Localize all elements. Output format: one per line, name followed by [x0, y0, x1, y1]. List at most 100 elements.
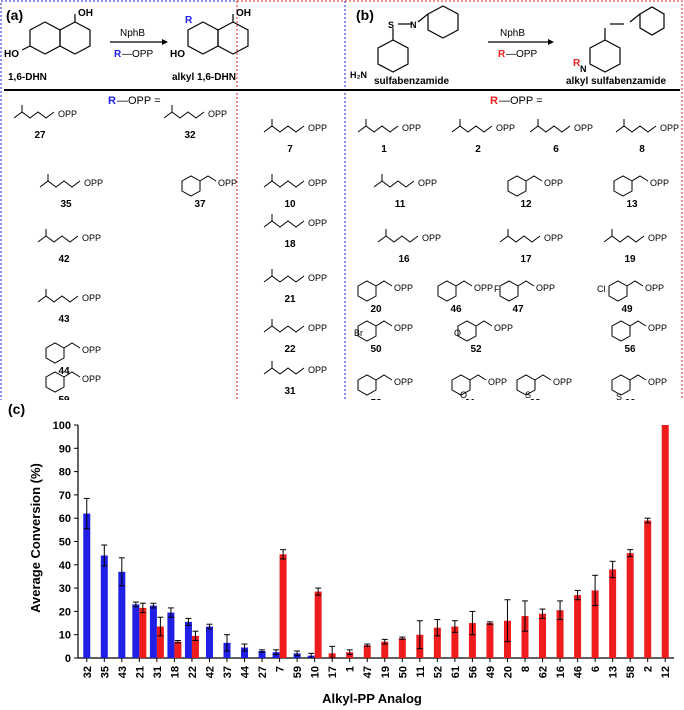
opp-label: OPP: [536, 283, 555, 293]
compound-17: OPP 17: [499, 229, 563, 265]
x-tick-label: 47: [362, 666, 374, 678]
product-b-n: N: [580, 64, 587, 74]
bar-red-47: [363, 645, 371, 658]
panel-a-frame: [0, 0, 346, 400]
compound-number: 17: [520, 254, 532, 265]
alkyl-opp-structures: OPP27OPP32OPP35OPP37OPP42OPP43OPP44OPP59…: [13, 105, 679, 400]
compound-number: 22: [284, 344, 296, 355]
x-tick-label: 50: [397, 666, 409, 678]
bar-red-16: [556, 610, 564, 658]
compound-number: 32: [184, 130, 196, 141]
heteroatom-label: S: [525, 390, 531, 400]
x-tick-label: 32: [82, 666, 94, 678]
bar-red-56: [468, 623, 476, 658]
compound-number: 31: [284, 386, 296, 397]
y-tick-label: 30: [59, 583, 71, 595]
compound-16: OPP 16: [377, 229, 441, 265]
opp-label: OPP: [308, 323, 327, 333]
x-tick-label: 35: [99, 666, 111, 678]
compound-number: 6: [553, 144, 559, 155]
x-tick-label: 8: [520, 666, 532, 672]
x-tick-label: 19: [380, 666, 392, 678]
compound-number: 12: [520, 199, 532, 210]
x-tick-label: 17: [327, 666, 339, 678]
b-nh2: H₂N: [350, 70, 367, 80]
opp-label: OPP: [208, 109, 227, 119]
dhn-oh: OH: [78, 8, 93, 19]
alkyl-sulfabenzamide-product: [589, 6, 665, 73]
compound-number: 47: [512, 304, 524, 315]
r-def-b-rest: —OPP =: [499, 95, 543, 107]
x-tick-label: 43: [117, 666, 129, 678]
x-tick-label: 44: [240, 665, 252, 678]
opp-label: OPP: [574, 123, 593, 133]
opp-label: OPP: [308, 178, 327, 188]
heteroatom-label: O: [460, 390, 467, 400]
compound-47: OPP 47: [499, 280, 555, 315]
x-axis-label: Alkyl-PP Analog: [322, 691, 422, 706]
reagent-b-rest: —OPP: [506, 49, 537, 60]
opp-label: OPP: [82, 233, 101, 243]
bar-red-50: [398, 638, 406, 658]
opp-label: OPP: [82, 345, 101, 355]
reagent-a-rest: —OPP: [122, 49, 153, 60]
y-tick-label: 90: [59, 443, 71, 455]
bar-red-10: [314, 591, 322, 658]
bar-red-21: [139, 607, 147, 658]
y-tick-label: 70: [59, 490, 71, 502]
sulfabenzamide-reactant: [377, 5, 459, 73]
x-tick-label: 21: [134, 666, 146, 678]
compound-10: OPP 10: [263, 174, 327, 210]
opp-label: OPP: [650, 178, 669, 188]
opp-label: OPP: [494, 323, 513, 333]
opp-label: OPP: [308, 123, 327, 133]
bar-blue-35: [100, 555, 108, 658]
opp-label: OPP: [218, 178, 237, 188]
opp-label: OPP: [544, 178, 563, 188]
x-tick-label: 22: [187, 666, 199, 678]
bar-red-46: [574, 595, 582, 658]
opp-label: OPP: [474, 283, 493, 293]
compound-number: 58: [370, 398, 382, 400]
bar-red-2: [644, 520, 652, 658]
opp-label: OPP: [82, 293, 101, 303]
compound-13: OPP 13: [613, 175, 669, 210]
panel-c-label: (c): [8, 401, 25, 417]
compound-19: OPP 19: [603, 229, 667, 265]
y-tick-label: 80: [59, 467, 71, 479]
alkyl-dhn-product: [187, 14, 249, 55]
opp-label: OPP: [84, 178, 103, 188]
compound-11: OPP 11: [373, 174, 437, 210]
x-tick-label: 2: [643, 666, 655, 672]
bar-blue-18: [167, 612, 175, 658]
x-tick-label: 16: [555, 666, 567, 678]
bar-red-6: [591, 590, 599, 658]
product-a-label: alkyl 1,6-DHN: [172, 72, 236, 83]
compound-number: 50: [370, 344, 382, 355]
b-s: S: [388, 20, 394, 30]
compound-18: OPP 18: [263, 214, 327, 250]
compound-number: 66: [624, 398, 636, 400]
reagent-b-r: R: [498, 49, 506, 60]
compound-32: OPP 32: [163, 105, 227, 141]
opp-label: OPP: [394, 377, 413, 387]
compound-8: OPP 8: [615, 119, 679, 155]
y-tick-label: 60: [59, 513, 71, 525]
compound-1: OPP 1: [357, 119, 421, 155]
bar-blue-44: [241, 647, 249, 658]
compound-number: 16: [398, 254, 410, 265]
panel-b-label: (b): [356, 7, 374, 23]
bar-blue-32: [83, 513, 91, 658]
x-tick-label: 49: [485, 666, 497, 678]
x-tick-label: 42: [204, 666, 216, 678]
compound-number: 7: [287, 144, 293, 155]
y-tick-label: 20: [59, 606, 71, 618]
compound-20: OPP 20: [357, 280, 413, 315]
r-def-b-r: R: [490, 95, 498, 107]
opp-label: OPP: [648, 233, 667, 243]
compound-number: 56: [624, 344, 636, 355]
bar-blue-42: [205, 626, 213, 658]
compound-58: OPP 58: [357, 374, 413, 400]
compound-number: 20: [370, 304, 382, 315]
